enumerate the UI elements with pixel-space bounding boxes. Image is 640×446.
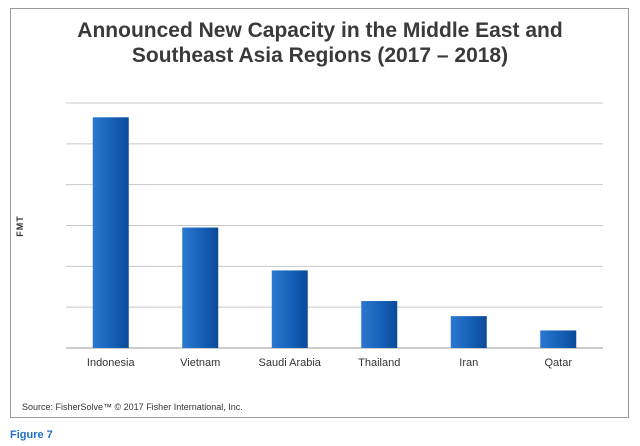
- category-label: Saudi Arabia: [259, 357, 322, 369]
- bar-indonesia: [92, 117, 129, 349]
- gridlines: [66, 102, 603, 349]
- category-label: Iran: [459, 357, 478, 369]
- figure-label: Figure 7: [10, 429, 53, 441]
- category-labels: Indonesia Vietnam Saudi Arabia Thailand Iran…: [87, 357, 572, 369]
- category-label: Vietnam: [180, 357, 220, 369]
- bar-saudi-arabia: [271, 270, 308, 348]
- category-label: Qatar: [544, 357, 572, 369]
- bars: [92, 117, 577, 349]
- bar-iran: [450, 316, 487, 348]
- bar-vietnam: [182, 227, 219, 348]
- source-note: Source: FisherSolve™ © 2017 Fisher Inter…: [22, 402, 243, 412]
- chart-title-line-2: Southeast Asia Regions (2017 – 2018): [131, 44, 509, 67]
- chart-title: Announced New Capacity in the Middle Eas…: [0, 18, 640, 68]
- bar-qatar: [540, 330, 577, 348]
- category-label: Indonesia: [87, 357, 136, 369]
- chart-title-line-1: Announced New Capacity in the Middle Eas…: [77, 19, 563, 42]
- bar-thailand: [361, 301, 398, 348]
- category-label: Thailand: [358, 357, 400, 369]
